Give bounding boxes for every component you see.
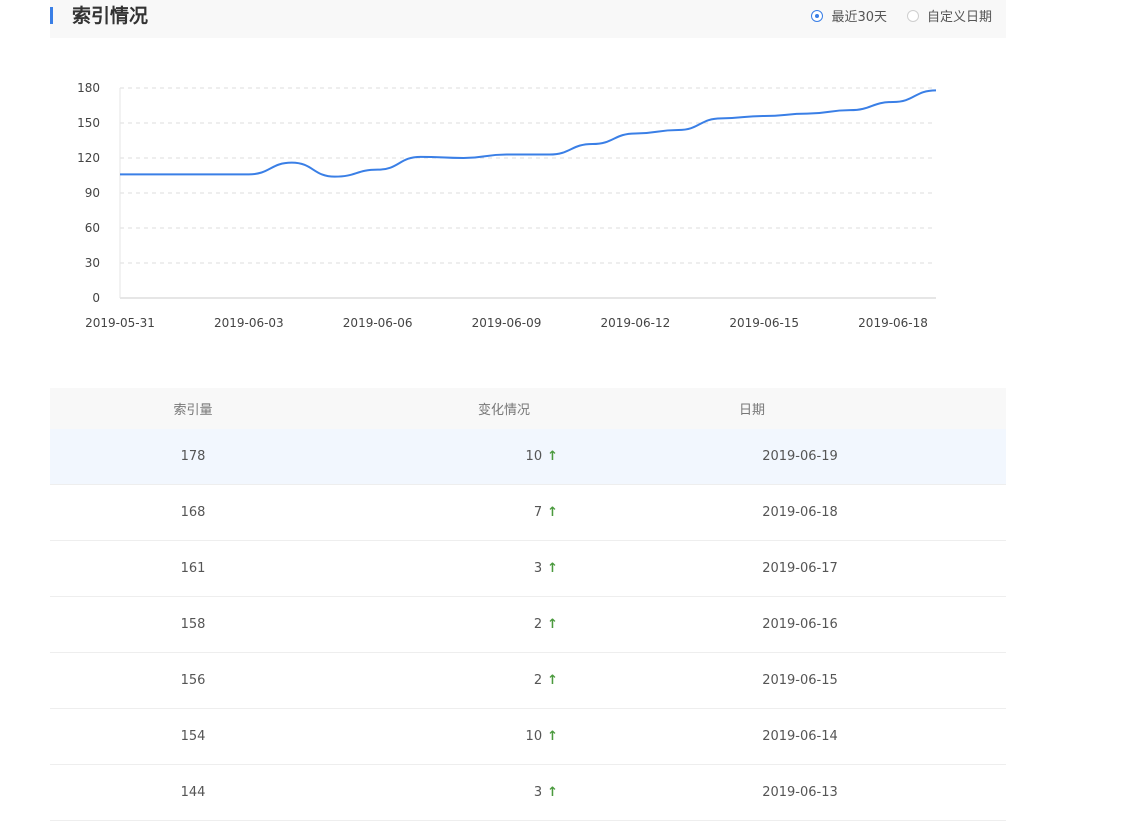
- cell-date: 2019-06-16: [762, 617, 838, 632]
- radio-label: 自定义日期: [926, 10, 992, 25]
- cell-date: 2019-06-13: [762, 785, 838, 800]
- header-count: 索引量: [173, 403, 213, 418]
- cell-change: 3 ↑: [336, 561, 558, 576]
- change-value: 3: [533, 561, 543, 576]
- y-tick-label: 120: [77, 151, 100, 165]
- cell-count: 144: [180, 785, 206, 800]
- cell-date: 2019-06-14: [762, 729, 838, 744]
- y-tick-label: 0: [92, 291, 100, 305]
- radio-label: 最近30天: [831, 10, 887, 25]
- table-row: 158 2 ↑ 2019-06-16: [50, 597, 1006, 653]
- cell-date: 2019-06-17: [762, 561, 838, 576]
- arrow-up-icon: ↑: [547, 505, 558, 520]
- cell-change: 2 ↑: [336, 617, 558, 632]
- x-tick-label: 2019-06-09: [472, 316, 542, 330]
- arrow-up-icon: ↑: [547, 673, 558, 688]
- change-value: 3: [533, 785, 543, 800]
- series-line: [120, 89, 937, 178]
- cell-date: 2019-06-18: [762, 505, 838, 520]
- header-date: 日期: [738, 403, 765, 418]
- y-tick-label: 150: [77, 116, 100, 130]
- change-value: 10: [525, 729, 543, 744]
- cell-count: 178: [180, 449, 206, 464]
- title-accent-bar: [50, 7, 53, 24]
- arrow-up-icon: ↑: [547, 785, 558, 800]
- radio-custom-date[interactable]: 自定义日期: [906, 6, 992, 25]
- index-table: 索引量 变化情况 日期 178 10 ↑ 2019-06-19 168 7 ↑ 2019-06…: [50, 388, 1006, 821]
- radio-last-30-days[interactable]: 最近30天: [811, 6, 887, 25]
- y-tick-label: 60: [85, 221, 100, 235]
- arrow-up-icon: ↑: [547, 617, 558, 632]
- table-row: 168 7 ↑ 2019-06-18: [50, 485, 1006, 541]
- change-value: 2: [533, 673, 543, 688]
- y-tick-label: 180: [77, 81, 100, 95]
- table-row: 144 3 ↑ 2019-06-13: [50, 765, 1006, 821]
- x-tick-label: 2019-06-12: [600, 316, 670, 330]
- section-header: 索引情况 最近30天 自定义日期: [50, 0, 1006, 38]
- cell-date: 2019-06-19: [762, 449, 838, 464]
- table-row: 154 10 ↑ 2019-06-14: [50, 709, 1006, 765]
- x-tick-label: 2019-06-03: [214, 316, 284, 330]
- table-row: 161 3 ↑ 2019-06-17: [50, 541, 1006, 597]
- cell-count: 161: [180, 561, 206, 576]
- index-line-chart: 0 30 60 90 120 150 180 2019-05-31 2019-06-03 2019…: [77, 81, 937, 330]
- change-value: 2: [533, 617, 543, 632]
- cell-count: 156: [180, 673, 206, 688]
- x-tick-label: 2019-06-15: [729, 316, 799, 330]
- table-body: 178 10 ↑ 2019-06-19 168 7 ↑ 2019-06-18 161 3 ↑ 2019…: [50, 429, 1006, 821]
- cell-count: 154: [180, 729, 206, 744]
- x-tick-label: 2019-06-18: [858, 316, 928, 330]
- cell-change: 10 ↑: [336, 449, 558, 464]
- arrow-up-icon: ↑: [547, 449, 558, 464]
- cell-change: 10 ↑: [336, 729, 558, 744]
- header-change: 变化情况: [477, 403, 530, 418]
- cell-change: 3 ↑: [336, 785, 558, 800]
- cell-count: 168: [180, 505, 206, 520]
- table-header: 索引量 变化情况 日期: [50, 388, 1006, 429]
- arrow-up-icon: ↑: [547, 729, 558, 744]
- radio-unchecked-icon[interactable]: [906, 9, 919, 22]
- table-row: 156 2 ↑ 2019-06-15: [50, 653, 1006, 709]
- arrow-up-icon: ↑: [547, 561, 558, 576]
- cell-date: 2019-06-15: [762, 673, 838, 688]
- table-row: 178 10 ↑ 2019-06-19: [50, 429, 1006, 485]
- x-tick-label: 2019-05-31: [85, 316, 155, 330]
- section-title: 索引情况: [72, 5, 149, 27]
- x-tick-label: 2019-06-06: [343, 316, 413, 330]
- change-value: 7: [533, 505, 543, 520]
- change-value: 10: [525, 449, 543, 464]
- date-range-radio-group: 最近30天 自定义日期: [791, 6, 992, 25]
- y-tick-label: 90: [85, 186, 100, 200]
- cell-count: 158: [180, 617, 206, 632]
- radio-checked-icon[interactable]: [811, 9, 824, 22]
- cell-change: 7 ↑: [336, 505, 558, 520]
- y-tick-label: 30: [85, 256, 100, 270]
- cell-change: 2 ↑: [336, 673, 558, 688]
